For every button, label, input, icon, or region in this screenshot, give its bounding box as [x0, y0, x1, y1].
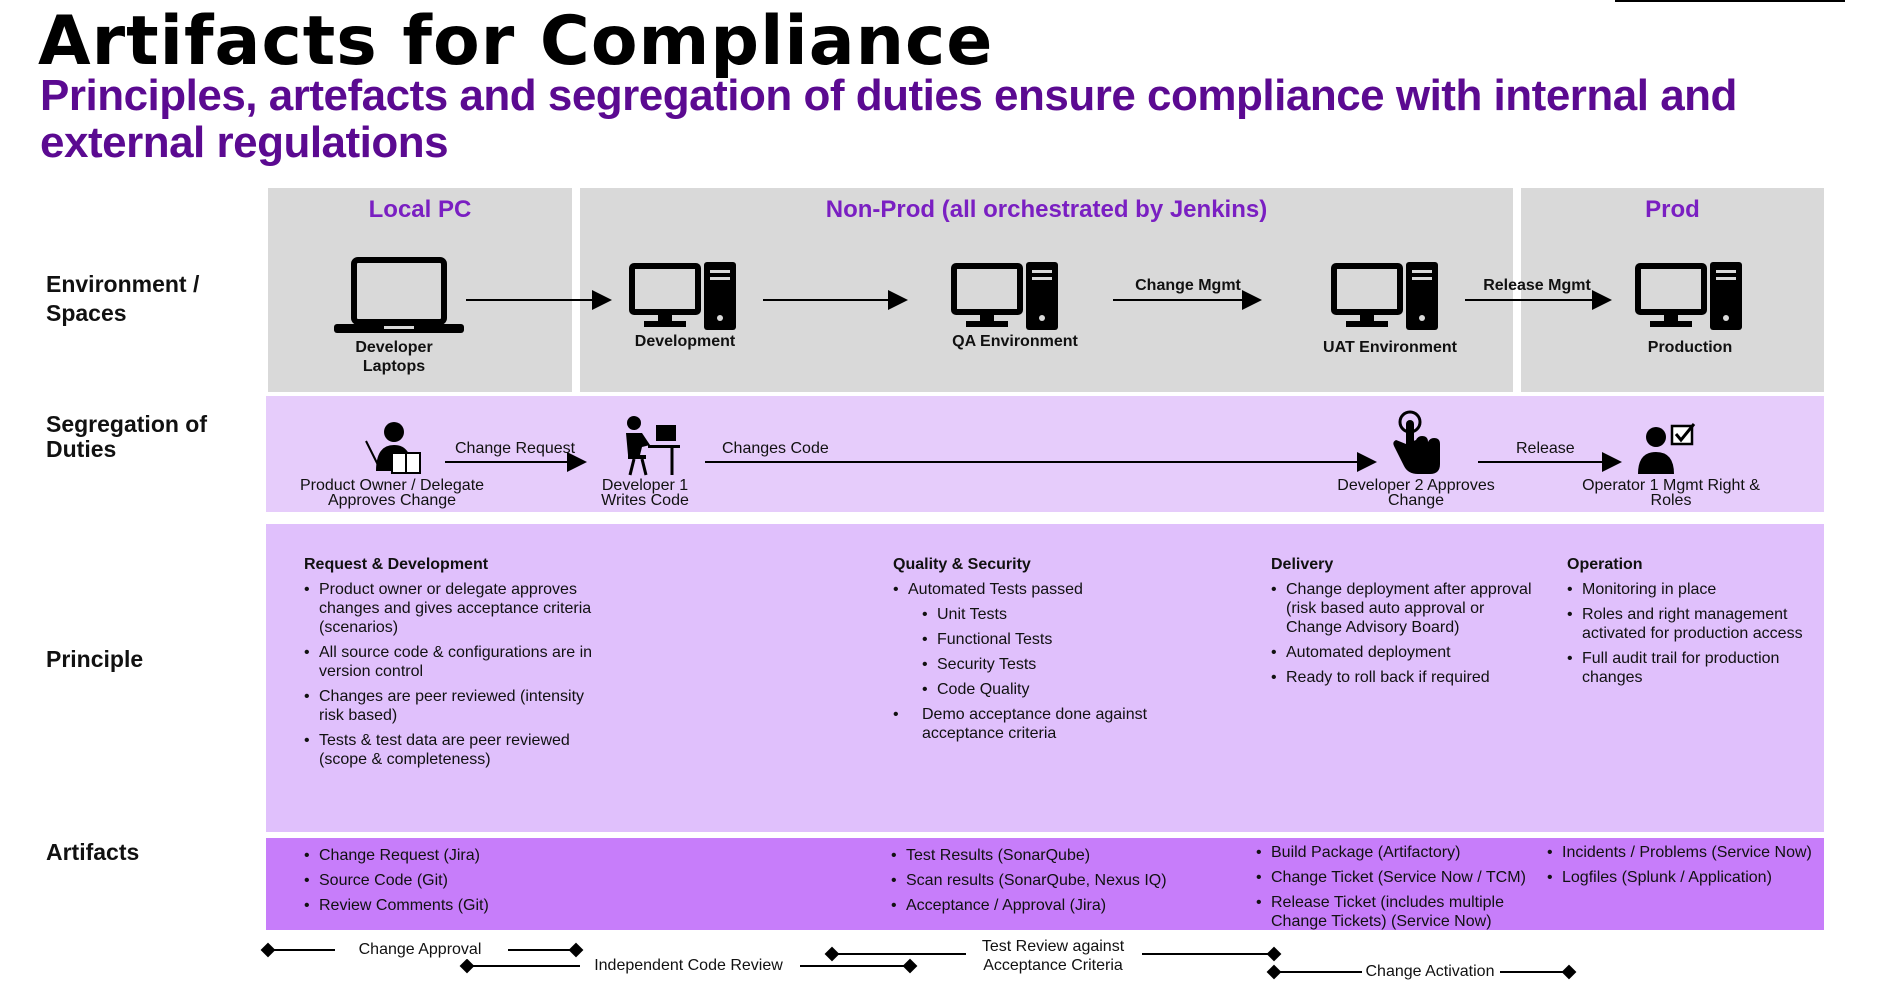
- arrow-label-change-mgmt: Change Mgmt: [1135, 277, 1241, 294]
- row-label-principle: Principle: [46, 646, 144, 672]
- legend-test-review: Test Review against Acceptance Criteria: [968, 937, 1138, 975]
- page-title: Artifacts for Compliance: [38, 2, 994, 81]
- principle-request: Request & Development Product owner or d…: [304, 556, 594, 775]
- computer-icon: [951, 262, 1058, 330]
- principle-delivery: Delivery Change deployment after approva…: [1271, 556, 1539, 693]
- principle-subitem: Unit Tests: [893, 605, 1183, 624]
- artifact-item: Scan results (SonarQube, Nexus IQ): [891, 871, 1221, 890]
- principle-item: Full audit trail for production changes: [1567, 649, 1817, 687]
- artifact-item: Change Ticket (Service Now / TCM): [1256, 868, 1546, 887]
- computer-icon: [1635, 262, 1742, 330]
- touch-icon: [1393, 410, 1440, 474]
- sod-label-dev2: Developer 2 Approves Change: [1337, 477, 1495, 509]
- top-rule: [1615, 0, 1845, 2]
- artifacts-operation: Incidents / Problems (Service Now) Logfi…: [1547, 843, 1817, 893]
- principle-subitem: Security Tests: [893, 655, 1183, 674]
- artifacts-request: Change Request (Jira) Source Code (Git) …: [304, 846, 604, 921]
- row-label-segregation: Segregation of Duties: [46, 411, 208, 462]
- principle-item: Automated Tests passed: [893, 580, 1183, 599]
- icon-label-development: Development: [634, 333, 736, 350]
- arrow-label-release-mgmt: Release Mgmt: [1483, 277, 1591, 294]
- env-heading-prod: Prod: [1645, 196, 1700, 223]
- sod-arrow-label-changes-code: Changes Code: [722, 440, 829, 457]
- artifact-item: Incidents / Problems (Service Now): [1547, 843, 1817, 862]
- sod-band: [266, 396, 1824, 512]
- principle-heading-operation: Operation: [1567, 556, 1643, 573]
- icon-label-production: Production: [1647, 339, 1733, 356]
- artifact-item: Acceptance / Approval (Jira): [891, 896, 1221, 915]
- row-label-environment: Environment / Spaces: [46, 271, 200, 326]
- row-label-artifacts: Artifacts: [46, 839, 140, 865]
- principle-heading-delivery: Delivery: [1271, 556, 1334, 573]
- principle-item: Demo acceptance done against acceptance …: [893, 705, 1183, 743]
- artifact-item: Source Code (Git): [304, 871, 604, 890]
- legend-independent-review: Independent Code Review: [586, 956, 791, 975]
- env-box-prod: [1521, 188, 1824, 392]
- principle-heading-quality: Quality & Security: [893, 556, 1031, 573]
- principle-item: Monitoring in place: [1567, 580, 1817, 599]
- principle-item: Roles and right management activated for…: [1567, 605, 1817, 643]
- principle-subitem: Functional Tests: [893, 630, 1183, 649]
- env-box-local: [268, 188, 572, 392]
- principle-heading-request: Request & Development: [304, 556, 489, 573]
- principle-item: All source code & configurations are in …: [304, 643, 594, 681]
- artifact-item: Test Results (SonarQube): [891, 846, 1221, 865]
- artifact-item: Logfiles (Splunk / Application): [1547, 868, 1817, 887]
- sod-label-dev1: Developer 1 Writes Code: [601, 477, 689, 509]
- artifact-item: Build Package (Artifactory): [1256, 843, 1546, 862]
- principle-quality: Quality & Security Automated Tests passe…: [893, 556, 1183, 749]
- principle-item: Product owner or delegate approves chang…: [304, 580, 594, 637]
- principle-item: Ready to roll back if required: [1271, 668, 1539, 687]
- icon-label-uat: UAT Environment: [1323, 339, 1457, 356]
- artifacts-delivery: Build Package (Artifactory) Change Ticke…: [1256, 843, 1546, 937]
- computer-icon: [629, 262, 736, 330]
- principle-item: Automated deployment: [1271, 643, 1539, 662]
- operator-icon: [1638, 423, 1696, 474]
- laptop-icon: [334, 257, 464, 333]
- legend-change-approval: Change Approval: [345, 940, 495, 959]
- worker-icon: [626, 416, 680, 476]
- principle-item: Changes are peer reviewed (intensity ris…: [304, 687, 594, 725]
- principle-subitem: Code Quality: [893, 680, 1183, 699]
- artifact-item: Release Ticket (includes multiple Change…: [1256, 893, 1546, 931]
- sod-label-op1: Operator 1 Mgmt Right & Roles: [1582, 477, 1760, 509]
- artifact-item: Review Comments (Git): [304, 896, 604, 915]
- principle-item: Change deployment after approval (risk b…: [1271, 580, 1539, 637]
- artifacts-quality: Test Results (SonarQube) Scan results (S…: [891, 846, 1221, 921]
- env-heading-local: Local PC: [368, 196, 472, 223]
- user-icon: [365, 422, 421, 474]
- sod-label-po: Product Owner / Delegate Approves Change: [299, 477, 485, 509]
- artifact-item: Change Request (Jira): [304, 846, 604, 865]
- sod-arrow-label-change-request: Change Request: [455, 440, 576, 457]
- icon-label-qa: QA Environment: [952, 333, 1078, 350]
- page-subtitle: Principles, artefacts and segregation of…: [40, 71, 1737, 167]
- env-heading-nonprod: Non-Prod (all orchestrated by Jenkins): [825, 196, 1268, 223]
- principle-item: Tests & test data are peer reviewed (sco…: [304, 731, 594, 769]
- legend-change-activation: Change Activation: [1362, 962, 1498, 981]
- computer-icon: [1331, 262, 1438, 330]
- sod-arrow-label-release: Release: [1516, 440, 1575, 457]
- icon-label-laptops: Developer Laptops: [355, 339, 433, 375]
- principle-operation: Operation Monitoring in place Roles and …: [1567, 556, 1817, 693]
